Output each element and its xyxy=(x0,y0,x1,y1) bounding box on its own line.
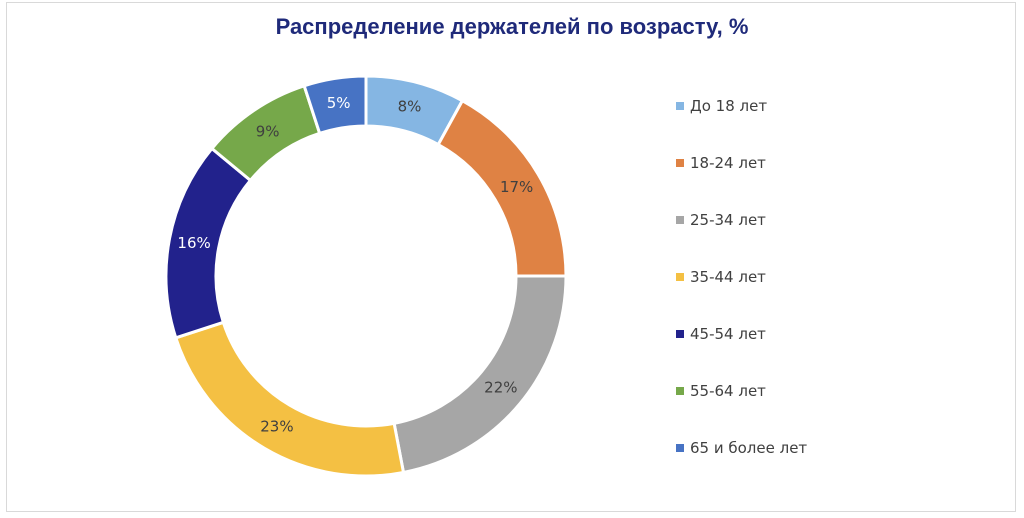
legend-swatch xyxy=(676,159,684,167)
legend-swatch xyxy=(676,444,684,452)
slice-data-label: 22% xyxy=(484,379,517,397)
legend-swatch xyxy=(676,273,684,281)
legend-item: До 18 лет xyxy=(676,95,767,117)
donut-slice xyxy=(173,320,406,478)
legend-swatch xyxy=(676,216,684,224)
slice-data-label: 8% xyxy=(398,97,422,115)
legend-swatch xyxy=(676,330,684,338)
slice-data-label: 5% xyxy=(327,94,351,112)
legend-item: 35-44 лет xyxy=(676,266,766,288)
legend-label: 55-64 лет xyxy=(690,382,766,400)
legend-item: 55-64 лет xyxy=(676,380,766,402)
legend-label: 25-34 лет xyxy=(690,211,766,229)
legend-item: 45-54 лет xyxy=(676,323,766,345)
slice-data-label: 23% xyxy=(260,418,293,436)
donut-slice xyxy=(392,274,568,475)
slice-data-label: 17% xyxy=(500,178,533,196)
chart-title: Распределение держателей по возрасту, % xyxy=(275,14,749,39)
slice-data-label: 9% xyxy=(256,122,280,140)
slice-data-label: 16% xyxy=(177,234,210,252)
legend-label: 35-44 лет xyxy=(690,268,766,286)
legend-label: До 18 лет xyxy=(690,97,768,115)
legend-item: 25-34 лет xyxy=(676,209,766,231)
legend-label: 45-54 лет xyxy=(690,325,766,343)
donut-slice xyxy=(302,74,368,136)
legend-label: 65 и более лет xyxy=(690,439,808,457)
legend-label: 18-24 лет xyxy=(690,154,766,172)
legend-item: 65 и более лет xyxy=(676,437,807,459)
legend-swatch xyxy=(676,387,684,395)
legend-swatch xyxy=(676,102,684,110)
legend-item: 18-24 лет xyxy=(676,152,766,174)
